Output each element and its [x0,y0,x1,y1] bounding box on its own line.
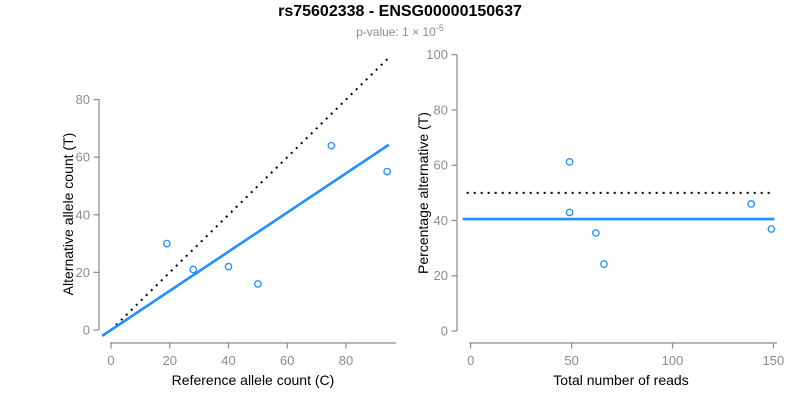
x-tick-label: 80 [339,353,353,368]
data-point [162,239,171,248]
data-point [189,265,198,274]
x-tick-label: 0 [107,353,114,368]
x-tick-label: 0 [467,353,474,368]
allele-counts-panel: 0 20 40 60 80 0 20 40 60 80 [76,57,396,368]
data-point [600,260,608,268]
pvalue-exponent: -5 [435,23,444,33]
left-x-axis-title: Reference allele count (C) [171,372,335,388]
y-tick-label: 40 [76,207,90,222]
y-tick-label: 100 [426,47,448,62]
pvalue-text: p-value: 1 × 10 [356,25,436,39]
y-tick-label: 40 [434,213,448,228]
data-point [565,158,574,166]
x-tick-label: 60 [280,353,294,368]
y-tick-label: 20 [76,265,90,280]
data-point [254,280,262,288]
data-point [747,200,756,208]
fit-line [101,143,390,337]
x-tick-label: 50 [564,353,578,368]
y-tick-label: 60 [434,158,448,173]
data-point [767,225,776,233]
x-tick-label: 150 [763,353,785,368]
x-tick-label: 20 [163,353,177,368]
figure-title: rs75602338 - ENSG00000150637 [278,3,522,20]
percentage-alternative-panel: 0 50 100 150 0 20 40 60 80 100 [426,47,784,368]
left-y-axis-title: Alternative allele count (T) [60,132,76,296]
y-tick-label: 0 [83,323,90,338]
x-tick-label: 40 [221,353,235,368]
y-tick-label: 60 [76,150,90,165]
data-point [327,141,336,150]
y-tick-label: 80 [76,92,90,107]
right-y-axis-title: Percentage alternative (T) [415,112,431,274]
y-tick-label: 80 [434,102,448,117]
y-tick-label: 20 [434,268,448,283]
identity-line [110,57,390,331]
data-point [224,262,233,271]
y-tick-label: 0 [441,324,448,339]
data-point [565,208,574,217]
data-point [591,229,600,237]
data-point [383,167,391,176]
figure-subtitle: p-value: 1 × 10-5 [0,23,800,39]
x-tick-label: 100 [662,353,684,368]
right-x-axis-title: Total number of reads [553,372,689,388]
